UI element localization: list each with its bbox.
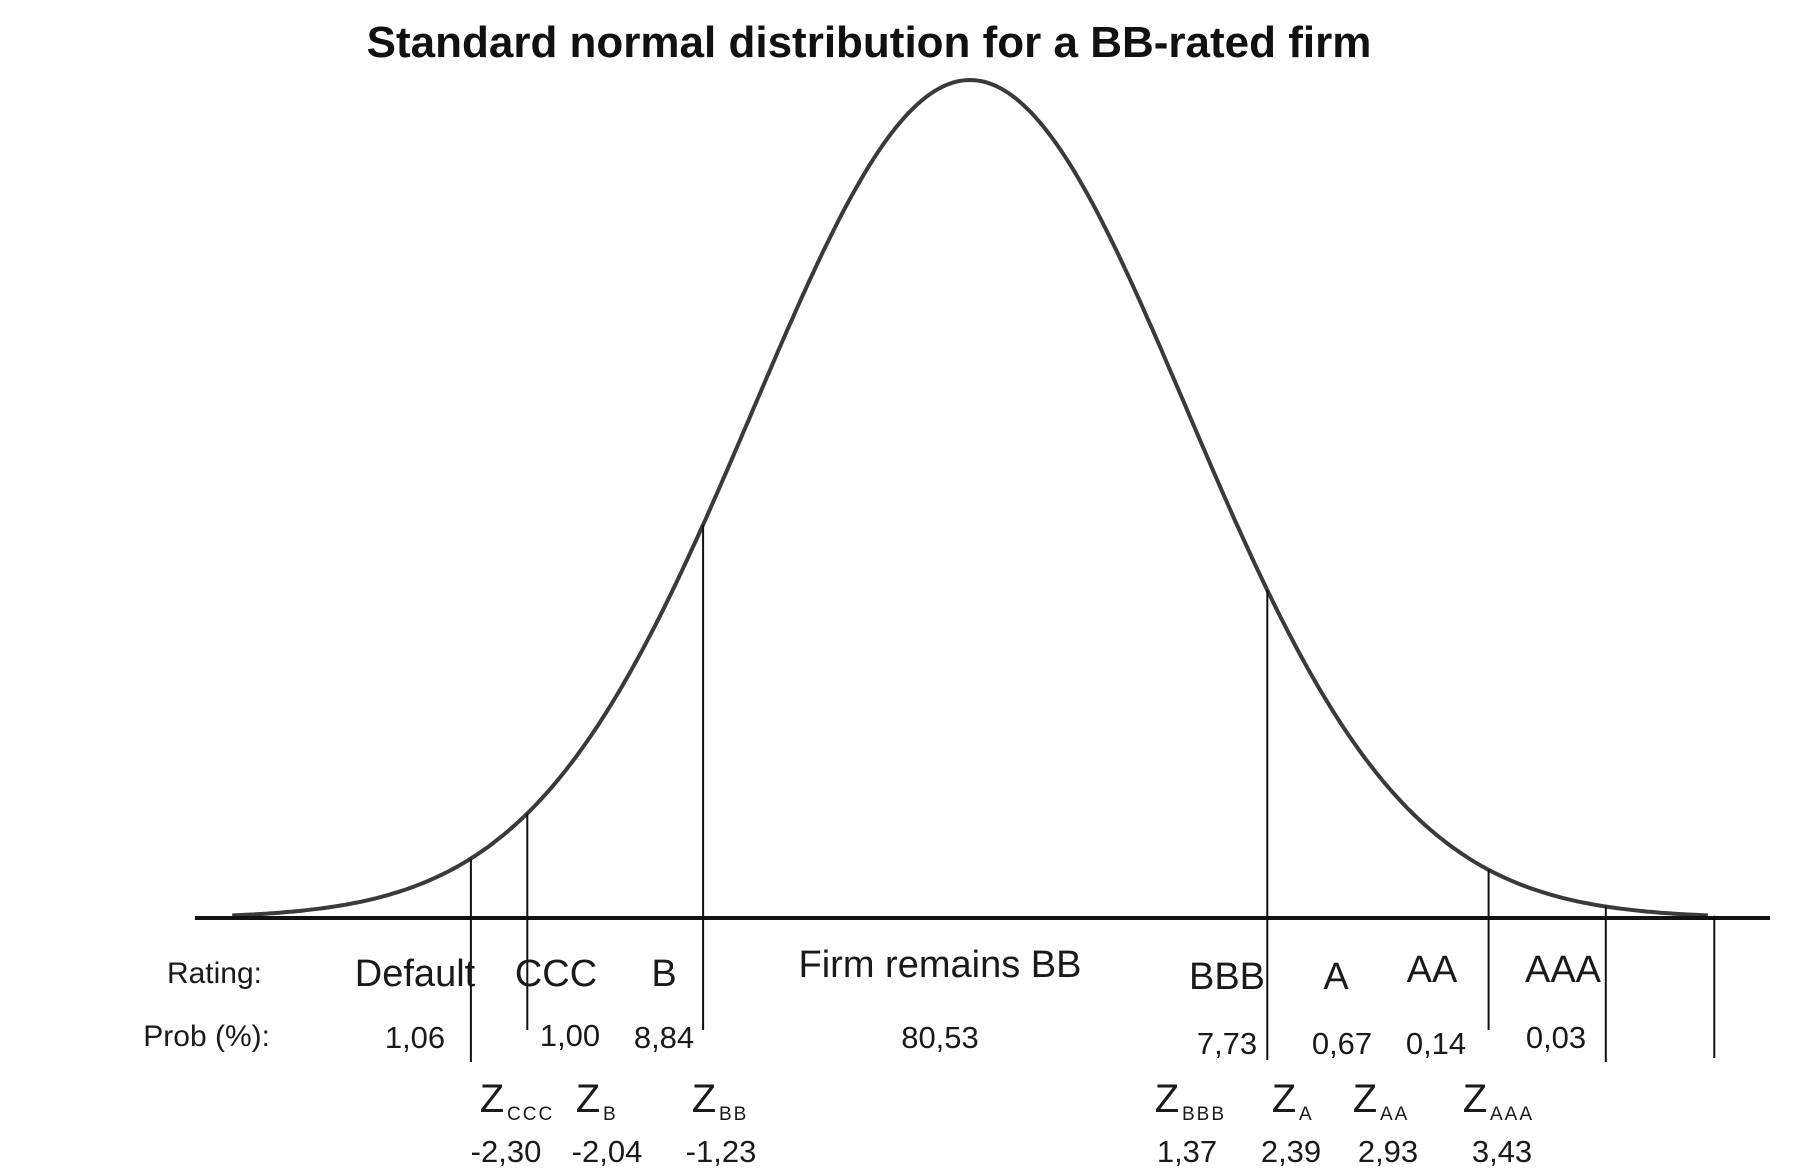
z-symbol-a: Z	[1272, 1077, 1296, 1121]
rating-label-aa: AA	[1407, 949, 1458, 991]
z-value-aaa: 3,43	[1472, 1134, 1532, 1169]
z-label-b: Z B -2,04	[572, 1077, 643, 1169]
prob-value-bbb: 7,73	[1197, 1026, 1257, 1061]
rating-label-bbb: BBB	[1189, 956, 1265, 998]
z-symbol-bb: Z	[692, 1077, 716, 1121]
prob-value-aa: 0,14	[1406, 1026, 1466, 1061]
prob-row-label: Prob (%):	[143, 1020, 270, 1053]
rating-row-label: Rating:	[167, 957, 262, 990]
z-subscript-b: B	[603, 1104, 618, 1125]
rating-label-firm-remains-bb: Firm remains BB	[799, 944, 1082, 986]
z-subscript-bb: BB	[719, 1104, 748, 1125]
z-subscript-aaa: AAA	[1490, 1104, 1534, 1125]
probability-labels: 1,06 1,00 8,84 80,53 7,73 0,67 0,14 0,03	[385, 1018, 1586, 1061]
rating-label-a: A	[1323, 956, 1349, 998]
z-label-bb: Z BB -1,23	[686, 1077, 757, 1169]
z-label-aaa: Z AAA 3,43	[1463, 1077, 1534, 1169]
bell-curve	[232, 77, 1708, 918]
z-value-b: -2,04	[572, 1134, 643, 1169]
z-value-bbb: 1,37	[1157, 1134, 1217, 1169]
rating-labels: Default CCC B Firm remains BB BBB A AA AAA	[355, 944, 1602, 998]
prob-value-a: 0,67	[1312, 1026, 1372, 1061]
prob-value-ccc: 1,00	[540, 1018, 600, 1053]
threshold-lines	[469, 524, 1716, 1062]
rating-label-b: B	[651, 953, 676, 995]
z-value-ccc: -2,30	[471, 1134, 542, 1169]
z-label-ccc: Z CCC -2,30	[471, 1077, 554, 1169]
z-value-a: 2,39	[1261, 1134, 1321, 1169]
prob-value-firm-remains-bb: 80,53	[901, 1020, 979, 1055]
prob-value-b: 8,84	[634, 1020, 694, 1055]
z-symbol-b: Z	[576, 1077, 600, 1121]
z-label-a: Z A 2,39	[1261, 1077, 1321, 1169]
z-subscript-a: A	[1299, 1104, 1314, 1125]
z-subscript-bbb: BBB	[1182, 1104, 1226, 1125]
rating-label-default: Default	[355, 953, 476, 995]
z-label-aa: Z AA 2,93	[1353, 1077, 1418, 1169]
z-symbol-ccc: Z	[480, 1077, 504, 1121]
z-subscript-aa: AA	[1380, 1104, 1409, 1125]
prob-value-aaa: 0,03	[1526, 1020, 1586, 1055]
z-value-bb: -1,23	[686, 1134, 757, 1169]
z-value-aa: 2,93	[1358, 1134, 1418, 1169]
chart-title: Standard normal distribution for a BB-ra…	[367, 18, 1372, 67]
z-label-bbb: Z BBB 1,37	[1155, 1077, 1226, 1169]
rating-label-ccc: CCC	[515, 953, 597, 995]
rating-label-aaa: AAA	[1525, 949, 1602, 991]
z-symbol-aaa: Z	[1463, 1077, 1487, 1121]
z-symbol-aa: Z	[1353, 1077, 1377, 1121]
z-subscript-ccc: CCC	[507, 1104, 554, 1125]
prob-value-default: 1,06	[385, 1020, 445, 1055]
z-symbol-bbb: Z	[1155, 1077, 1179, 1121]
